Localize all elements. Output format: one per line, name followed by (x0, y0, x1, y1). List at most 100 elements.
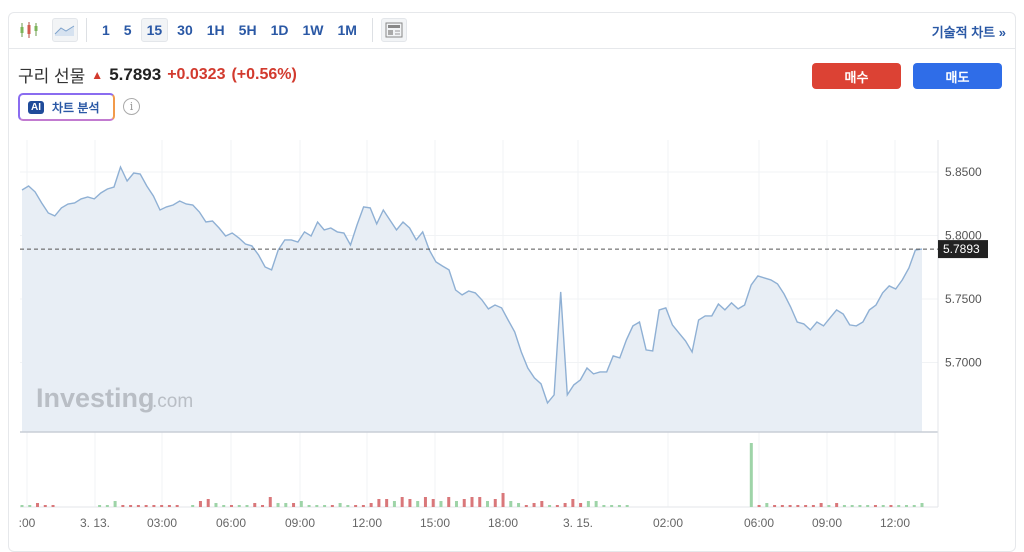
volume-bar (540, 501, 544, 507)
volume-bar (524, 505, 528, 507)
volume-bar (315, 505, 319, 507)
volume-bar (175, 505, 179, 507)
y-tick-label: 5.8500 (945, 165, 982, 179)
volume-bar (470, 497, 474, 507)
chart-toolbar: 1 5 15 30 1H 5H 1D 1W 1M 기술적 차트 » (8, 12, 1016, 49)
volume-bar (486, 501, 490, 507)
arrow-up-icon: ▲ (91, 67, 104, 82)
volume-bar (245, 505, 249, 507)
interval-5[interactable]: 5 (123, 22, 132, 38)
volume-bar (113, 501, 117, 507)
volume-bar (160, 505, 164, 507)
volume-bar (439, 501, 443, 507)
volume-bar (555, 505, 559, 507)
volume-bar (292, 503, 296, 507)
volume-bar (51, 505, 55, 507)
volume-bar (517, 503, 521, 507)
volume-bar (206, 499, 210, 507)
interval-30[interactable]: 30 (177, 22, 193, 38)
investing-logo-suffix: .com (152, 391, 193, 412)
volume-bar (881, 505, 885, 507)
volume-bar (912, 505, 916, 507)
interval-1d[interactable]: 1D (270, 22, 289, 38)
volume-bar (602, 505, 606, 507)
last-price-tag (938, 240, 988, 259)
volume-bar (594, 501, 598, 507)
volume-bar (237, 505, 241, 507)
volume-bar (897, 505, 901, 507)
volume-bar (354, 505, 358, 507)
interval-15[interactable]: 15 (140, 18, 169, 42)
technical-chart-label: 기술적 차트 (931, 25, 996, 40)
volume-bar (323, 505, 327, 507)
x-tick-label: 06:00 (216, 516, 246, 530)
candlestick-icon[interactable] (16, 18, 42, 42)
ai-chart-analysis-button[interactable]: AI 차트 분석 (18, 93, 115, 121)
last-price: 5.7893 (109, 64, 162, 84)
x-tick-label: 09:00 (285, 516, 315, 530)
info-icon[interactable]: i (123, 98, 140, 115)
volume-bar (152, 505, 156, 507)
sell-button[interactable]: 매도 (913, 63, 1002, 89)
interval-5h[interactable]: 5H (238, 22, 257, 38)
volume-bar (579, 503, 583, 507)
volume-bar (361, 505, 365, 507)
interval-1w[interactable]: 1W (302, 22, 324, 38)
volume-bar (447, 497, 451, 507)
volume-bar (400, 497, 404, 507)
volume-bar (873, 505, 877, 507)
x-tick-label: 09:00 (812, 516, 842, 530)
interval-1h[interactable]: 1H (206, 22, 225, 38)
volume-bar (369, 503, 373, 507)
double-chevron-right-icon: » (998, 25, 1006, 40)
volume-bar (804, 505, 808, 507)
volume-bar (571, 499, 575, 507)
price-line (21, 165, 923, 405)
volume-bar (229, 505, 233, 507)
volume-bar (392, 501, 396, 507)
volume-bar (20, 505, 24, 507)
volume-bar (819, 503, 823, 507)
volume-bar (827, 505, 831, 507)
volume-bar (214, 503, 218, 507)
instrument-header: 구리 선물 ▲ 5.7893 +0.0323 (+0.56%) (18, 62, 297, 87)
area-chart-icon[interactable] (52, 18, 78, 42)
volume-bar (261, 505, 265, 507)
x-tick-label: 06:00 (744, 516, 774, 530)
volume-bar (765, 503, 769, 507)
volume-bar (904, 505, 908, 507)
volume-bar (889, 505, 893, 507)
volume-bar (416, 501, 420, 507)
volume-bar (121, 505, 125, 507)
volume-bar (858, 505, 862, 507)
volume-bar (563, 503, 567, 507)
x-tick-label: 03:00 (147, 516, 177, 530)
volume-bar (136, 505, 140, 507)
volume-bar (586, 501, 590, 507)
y-tick-label: 5.7500 (945, 292, 982, 306)
x-tick-label: 3. 15. (563, 516, 593, 530)
volume-bar (377, 499, 381, 507)
volume-bar (501, 493, 505, 507)
interval-1m[interactable]: 1M (337, 22, 357, 38)
volume-bar (920, 503, 924, 507)
volume-bar (757, 505, 761, 507)
volume-bar (749, 443, 753, 507)
x-tick-label: 12:00 (352, 516, 382, 530)
volume-bar (780, 505, 784, 507)
volume-bar (198, 501, 202, 507)
technical-chart-link[interactable]: 기술적 차트 » (932, 22, 1006, 41)
volume-bar (307, 505, 311, 507)
volume-bar (385, 499, 389, 507)
volume-bar (299, 501, 303, 507)
buy-button[interactable]: 매수 (812, 63, 901, 89)
volume-bar (222, 505, 226, 507)
volume-bar (850, 505, 854, 507)
volume-bar (28, 505, 32, 507)
ai-label: 차트 분석 (52, 100, 100, 115)
volume-bar (191, 505, 195, 507)
news-layout-icon[interactable] (380, 18, 407, 42)
interval-1[interactable]: 1 (102, 22, 110, 38)
volume-bar (509, 501, 513, 507)
